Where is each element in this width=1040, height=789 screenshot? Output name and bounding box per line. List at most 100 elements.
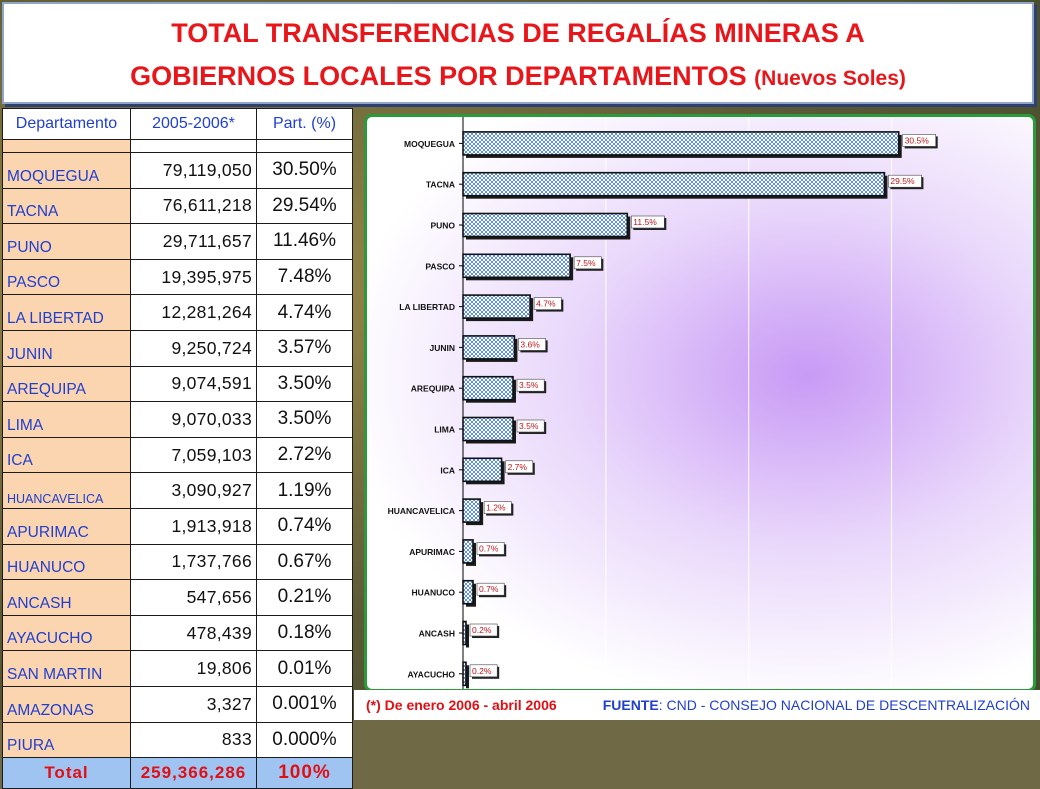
table-row: ICA 7,059,103 2.72% bbox=[2, 436, 353, 474]
data-label-box bbox=[573, 256, 602, 270]
cell-value: 19,395,975 bbox=[130, 258, 257, 296]
bar bbox=[462, 253, 571, 279]
cell-percent: 2.72% bbox=[256, 436, 353, 474]
cell-departamento: HUANUCO bbox=[2, 543, 131, 581]
category-label: LA LIBERTAD bbox=[399, 302, 455, 312]
cell-departamento: PUNO bbox=[2, 223, 131, 260]
cell-departamento: MOQUEGUA bbox=[2, 152, 131, 189]
cell-value: 833 bbox=[130, 721, 257, 759]
data-label-box bbox=[518, 338, 546, 351]
data-label: 11.5% bbox=[633, 217, 657, 227]
table-header-row: Departamento 2005-2006* Part. (%) bbox=[2, 108, 353, 140]
data-label: 29.5% bbox=[890, 176, 915, 186]
data-label-box bbox=[469, 623, 498, 637]
cell-percent: 0.000% bbox=[256, 721, 353, 759]
data-label-box bbox=[902, 134, 937, 147]
footnote-text: De enero 2006 - abril 2006 bbox=[384, 697, 557, 713]
category-label: LIMA bbox=[434, 425, 455, 435]
category-label: APURIMAC bbox=[409, 547, 455, 557]
title-units: (Nuevos Soles) bbox=[754, 67, 906, 90]
cell-departamento: AREQUIPA bbox=[2, 365, 131, 403]
data-label-box bbox=[476, 582, 505, 596]
bar-chart: MOQUEGUA 30.5% TACNA 29.5% PUNO 11.5% PASCO 7.5… bbox=[388, 117, 938, 689]
table-spacer-row bbox=[2, 139, 353, 153]
cell-departamento: PIURA bbox=[2, 721, 131, 759]
table-row: ANCASH 547,656 0.21% bbox=[2, 579, 353, 616]
cell-departamento: PASCO bbox=[2, 258, 131, 296]
table-row: PASCO 19,395,975 7.48% bbox=[2, 258, 353, 296]
title-line-1: TOTAL TRANSFERENCIAS DE REGALÍAS MINERAS… bbox=[171, 18, 865, 48]
bar bbox=[462, 294, 531, 319]
cell-value: 478,439 bbox=[130, 614, 257, 652]
cell-percent: 0.18% bbox=[256, 614, 353, 652]
header-departamento: Departamento bbox=[2, 108, 131, 140]
bar bbox=[462, 661, 467, 687]
cell-value: 3,090,927 bbox=[130, 472, 257, 509]
category-label: PASCO bbox=[425, 261, 455, 271]
data-label-box bbox=[630, 215, 665, 229]
cell-percent: 3.57% bbox=[256, 329, 353, 367]
bar bbox=[462, 498, 481, 523]
data-label-box bbox=[533, 297, 562, 310]
cell-percent: 29.54% bbox=[256, 187, 353, 225]
bar bbox=[462, 539, 474, 564]
total-value: 259,366,286 bbox=[130, 757, 257, 789]
bar bbox=[462, 457, 503, 483]
data-label: 7.5% bbox=[576, 258, 596, 268]
data-label: 4.7% bbox=[536, 299, 556, 309]
cell-value: 29,711,657 bbox=[130, 223, 257, 260]
data-label-box bbox=[469, 664, 498, 678]
data-table: Departamento 2005-2006* Part. (%) MOQUEG… bbox=[2, 108, 353, 789]
table-total-row: Total 259,366,286 100% bbox=[2, 757, 353, 789]
data-label-box bbox=[483, 501, 512, 514]
data-label: 3.5% bbox=[519, 421, 539, 431]
cell-value: 9,070,033 bbox=[130, 401, 257, 438]
cell-percent: 3.50% bbox=[256, 365, 353, 403]
cell-value: 76,611,218 bbox=[130, 187, 257, 225]
bar bbox=[462, 375, 514, 401]
category-label: HUANUCO bbox=[412, 588, 456, 598]
category-label: HUANCAVELICA bbox=[388, 506, 455, 516]
footer: (*) De enero 2006 - abril 2006 FUENTE: C… bbox=[354, 690, 1040, 720]
data-label: 3.5% bbox=[519, 380, 539, 390]
cell-departamento: ANCASH bbox=[2, 579, 131, 616]
cell-value: 3,327 bbox=[130, 685, 257, 723]
data-label: 30.5% bbox=[905, 135, 930, 145]
cell-percent: 0.74% bbox=[256, 507, 353, 545]
table-row: TACNA 76,611,218 29.54% bbox=[2, 187, 353, 225]
table-row: AMAZONAS 3,327 0.001% bbox=[2, 685, 353, 723]
cell-value: 12,281,264 bbox=[130, 294, 257, 331]
header-part: Part. (%) bbox=[256, 108, 353, 140]
category-label: MOQUEGUA bbox=[404, 139, 455, 149]
cell-departamento: JUNIN bbox=[2, 329, 131, 367]
footnote: (*) De enero 2006 - abril 2006 bbox=[366, 697, 557, 713]
cell-percent: 30.50% bbox=[256, 152, 353, 189]
table-row: PUNO 29,711,657 11.46% bbox=[2, 223, 353, 260]
cell-value: 9,250,724 bbox=[130, 329, 257, 367]
footnote-mark: (*) bbox=[366, 697, 381, 713]
cell-departamento: ICA bbox=[2, 436, 131, 474]
table-row: AYACUCHO 478,439 0.18% bbox=[2, 614, 353, 652]
data-label-box bbox=[505, 460, 534, 474]
cell-percent: 3.50% bbox=[256, 401, 353, 438]
cell-percent: 0.01% bbox=[256, 650, 353, 687]
header-year: 2005-2006* bbox=[130, 108, 257, 140]
category-label: JUNIN bbox=[429, 343, 455, 353]
data-label: 1.2% bbox=[486, 503, 506, 513]
source-label: FUENTE bbox=[602, 697, 659, 713]
category-label: PUNO bbox=[430, 221, 455, 231]
category-label: AREQUIPA bbox=[411, 384, 455, 394]
table-row: HUANCAVELICA 3,090,927 1.19% bbox=[2, 472, 353, 509]
data-label-box bbox=[476, 542, 505, 555]
cell-departamento: APURIMAC bbox=[2, 507, 131, 545]
data-label: 0.2% bbox=[472, 666, 492, 676]
source-note: FUENTE: CND - CONSEJO NACIONAL DE DESCEN… bbox=[603, 697, 1030, 713]
data-label: 0.7% bbox=[479, 584, 499, 594]
cell-value: 19,806 bbox=[130, 650, 257, 687]
bar bbox=[462, 620, 467, 646]
bar bbox=[462, 131, 900, 156]
title-line-2: GOBIERNOS LOCALES POR DEPARTAMENTOS bbox=[130, 61, 747, 91]
cell-departamento: SAN MARTIN bbox=[2, 650, 131, 687]
cell-percent: 1.19% bbox=[256, 472, 353, 509]
bar-shadow bbox=[466, 665, 469, 689]
